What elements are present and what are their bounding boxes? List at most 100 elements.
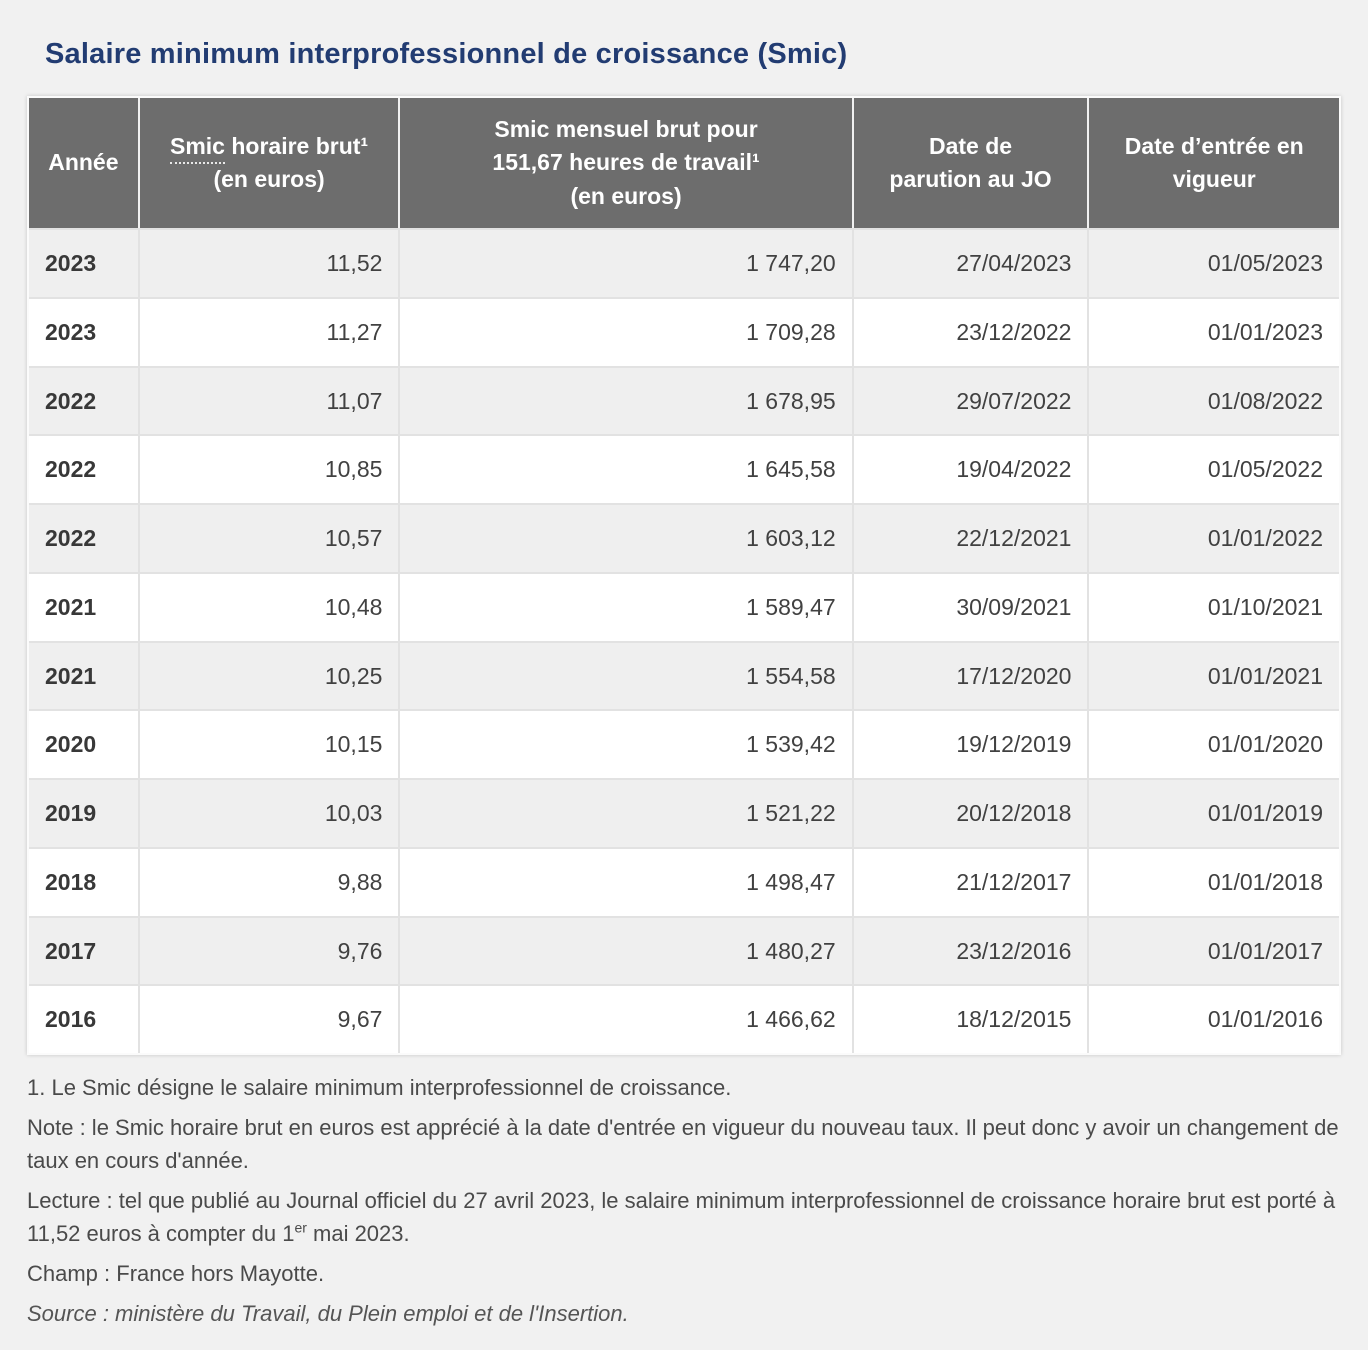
header-smic-mensuel-line1: Smic mensuel brut pour [494,115,758,142]
cell-effective-date: 01/01/2018 [1087,846,1339,916]
cell-jo-date: 19/04/2022 [851,434,1088,503]
cell-year: 2016 [29,984,138,1053]
cell-monthly: 1 554,58 [398,640,852,710]
cell-monthly: 1 480,27 [398,915,852,985]
smic-table-container: Année Smic horaire brut¹ (en euros) Smic… [27,96,1341,1055]
header-date-parution-line2: parution au JO [889,166,1052,192]
header-smic-mensuel-unit: (en euros) [570,182,682,209]
header-smic-mensuel: Smic mensuel brut pour 151,67 heures de … [398,98,852,228]
cell-monthly: 1 603,12 [398,503,852,572]
table-row: 2016 9,67 1 466,62 18/12/2015 01/01/2016 [29,984,1339,1053]
cell-jo-date: 23/12/2016 [851,915,1088,985]
footnote-1: 1. Le Smic désigne le salaire minimum in… [27,1075,732,1100]
header-smic-mensuel-line2: 151,67 heures de travail¹ [492,149,760,176]
cell-monthly: 1 747,20 [398,228,852,297]
cell-jo-date: 22/12/2021 [851,503,1088,572]
table-row: 2022 10,57 1 603,12 22/12/2021 01/01/202… [29,503,1339,572]
cell-hourly: 11,27 [137,296,399,366]
cell-effective-date: 01/01/2023 [1087,296,1339,366]
cell-hourly: 10,15 [137,709,399,778]
cell-monthly: 1 521,22 [398,778,852,847]
cell-hourly: 10,85 [137,434,399,503]
cell-monthly: 1 466,62 [398,984,852,1053]
cell-effective-date: 01/08/2022 [1087,365,1339,435]
header-annee-label: Année [48,149,119,176]
lecture-paragraph: Lecture : tel que publié au Journal offi… [27,1184,1341,1250]
cell-jo-date: 30/09/2021 [851,571,1088,641]
cell-hourly: 9,67 [137,984,399,1053]
cell-year: 2018 [29,846,138,916]
cell-effective-date: 01/01/2022 [1087,503,1339,572]
smic-table: Année Smic horaire brut¹ (en euros) Smic… [29,98,1339,1053]
cell-jo-date: 23/12/2022 [851,296,1088,366]
header-smic-horaire-unit: (en euros) [213,166,325,192]
source-paragraph: Source : ministère du Travail, du Plein … [27,1301,629,1326]
cell-jo-date: 21/12/2017 [851,846,1088,916]
cell-hourly: 10,48 [137,571,399,641]
cell-monthly: 1 539,42 [398,709,852,778]
header-smic-horaire: Smic horaire brut¹ (en euros) [137,98,399,228]
cell-year: 2023 [29,228,138,297]
cell-jo-date: 19/12/2019 [851,709,1088,778]
cell-effective-date: 01/01/2017 [1087,915,1339,985]
cell-jo-date: 18/12/2015 [851,984,1088,1053]
table-row: 2017 9,76 1 480,27 23/12/2016 01/01/2017 [29,915,1339,985]
lecture-text-before: Lecture : tel que publié au Journal offi… [27,1188,1336,1246]
cell-year: 2023 [29,296,138,366]
header-smic-horaire-rest: horaire brut¹ [224,132,369,159]
cell-hourly: 10,03 [137,778,399,847]
cell-year: 2019 [29,778,138,847]
header-date-parution: Date de parution au JO [851,98,1088,228]
cell-hourly: 10,25 [137,640,399,710]
cell-jo-date: 17/12/2020 [851,640,1088,710]
cell-year: 2022 [29,503,138,572]
table-row: 2021 10,25 1 554,58 17/12/2020 01/01/202… [29,640,1339,710]
table-row: 2023 11,27 1 709,28 23/12/2022 01/01/202… [29,296,1339,366]
cell-effective-date: 01/05/2023 [1087,228,1339,297]
cell-year: 2021 [29,571,138,641]
header-date-vigueur-line2: vigueur [1172,166,1256,192]
cell-jo-date: 20/12/2018 [851,778,1088,847]
cell-effective-date: 01/10/2021 [1087,571,1339,641]
cell-hourly: 9,88 [137,846,399,916]
cell-effective-date: 01/01/2021 [1087,640,1339,710]
cell-effective-date: 01/05/2022 [1087,434,1339,503]
champ-paragraph: Champ : France hors Mayotte. [27,1261,325,1286]
cell-hourly: 11,07 [137,365,399,435]
table-row: 2019 10,03 1 521,22 20/12/2018 01/01/201… [29,778,1339,847]
table-row: 2023 11,52 1 747,20 27/04/2023 01/05/202… [29,228,1339,297]
header-date-parution-line1: Date de [929,132,1013,159]
cell-monthly: 1 678,95 [398,365,852,435]
cell-year: 2022 [29,365,138,435]
cell-monthly: 1 589,47 [398,571,852,641]
note-paragraph: Note : le Smic horaire brut en euros est… [27,1115,1339,1173]
table-row: 2021 10,48 1 589,47 30/09/2021 01/10/202… [29,571,1339,641]
smic-abbr: Smic [170,132,225,164]
cell-year: 2017 [29,915,138,985]
cell-year: 2020 [29,709,138,778]
header-date-vigueur-line1: Date d’entrée en [1124,132,1304,159]
lecture-text-after: mai 2023. [306,1221,410,1246]
header-annee: Année [29,98,138,228]
cell-year: 2021 [29,640,138,710]
header-row: Année Smic horaire brut¹ (en euros) Smic… [29,98,1339,228]
table-row: 2020 10,15 1 539,42 19/12/2019 01/01/202… [29,709,1339,778]
cell-effective-date: 01/01/2020 [1087,709,1339,778]
table-row: 2022 11,07 1 678,95 29/07/2022 01/08/202… [29,365,1339,435]
table-notes: 1. Le Smic désigne le salaire minimum in… [27,1071,1341,1330]
cell-jo-date: 29/07/2022 [851,365,1088,435]
cell-effective-date: 01/01/2016 [1087,984,1339,1053]
table-row: 2018 9,88 1 498,47 21/12/2017 01/01/2018 [29,846,1339,916]
cell-monthly: 1 498,47 [398,846,852,916]
cell-monthly: 1 645,58 [398,434,852,503]
cell-year: 2022 [29,434,138,503]
lecture-superscript: er [294,1219,307,1236]
cell-effective-date: 01/01/2019 [1087,778,1339,847]
cell-hourly: 10,57 [137,503,399,572]
cell-jo-date: 27/04/2023 [851,228,1088,297]
header-date-vigueur: Date d’entrée en vigueur [1087,98,1339,228]
cell-hourly: 9,76 [137,915,399,985]
cell-hourly: 11,52 [137,228,399,297]
table-row: 2022 10,85 1 645,58 19/04/2022 01/05/202… [29,434,1339,503]
